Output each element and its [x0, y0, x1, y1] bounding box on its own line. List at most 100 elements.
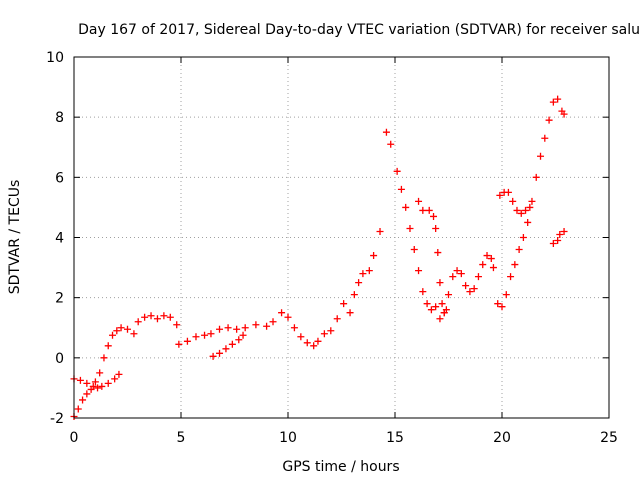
data-point [100, 354, 108, 362]
data-point [216, 325, 224, 333]
data-point [489, 264, 497, 272]
data-point [442, 306, 450, 314]
data-point [76, 376, 84, 384]
data-point [183, 337, 191, 345]
y-tick-label: -2 [50, 411, 64, 427]
data-point [470, 285, 478, 293]
data-point [117, 324, 125, 332]
data-point [241, 324, 249, 332]
data-point [252, 321, 260, 329]
data-point [517, 209, 525, 217]
y-tick-label: 8 [55, 110, 64, 126]
data-point [453, 267, 461, 275]
data-point [425, 206, 433, 214]
data-point [554, 237, 562, 245]
data-point [498, 303, 506, 311]
data-point [511, 261, 519, 269]
data-point [494, 300, 502, 308]
data-point [98, 382, 106, 390]
y-tick-label: 2 [55, 291, 64, 307]
data-point [436, 315, 444, 323]
data-point [130, 330, 138, 338]
data-point [560, 227, 568, 235]
data-series [70, 95, 568, 420]
data-point [387, 140, 395, 148]
data-point [94, 384, 102, 392]
chart-title: Day 167 of 2017, Sidereal Day-to-day VTE… [78, 22, 640, 38]
data-point [537, 152, 545, 160]
data-point [263, 322, 271, 330]
data-point [320, 330, 328, 338]
data-point [466, 288, 474, 296]
data-point [479, 261, 487, 269]
data-point [560, 110, 568, 118]
x-tick-label: 10 [279, 430, 297, 446]
data-point [515, 246, 523, 254]
data-point [554, 95, 562, 103]
data-point [160, 312, 168, 320]
data-point [173, 321, 181, 329]
data-point [522, 206, 530, 214]
data-point [207, 330, 215, 338]
data-point [519, 234, 527, 241]
data-point [434, 249, 442, 257]
data-point [504, 188, 512, 196]
data-point [235, 336, 243, 344]
data-point [370, 252, 378, 260]
data-point [415, 267, 423, 275]
data-point [415, 197, 423, 205]
data-point [233, 325, 241, 333]
data-point [111, 375, 119, 383]
data-point [365, 267, 373, 275]
data-point [141, 313, 149, 321]
data-point [147, 312, 155, 320]
data-point [124, 325, 131, 333]
data-point [556, 230, 564, 238]
data-point [91, 378, 99, 386]
data-point [115, 370, 123, 378]
data-point [549, 98, 557, 106]
data-point [222, 345, 230, 353]
y-tick-label: 10 [46, 50, 64, 66]
data-point [104, 342, 112, 350]
data-point [423, 300, 431, 308]
data-point [83, 390, 91, 398]
data-point [74, 405, 82, 413]
data-point [104, 379, 112, 387]
data-point [224, 324, 232, 332]
data-point [175, 340, 183, 348]
data-point [430, 212, 438, 220]
data-point [483, 252, 491, 260]
data-point [532, 173, 540, 181]
data-point [346, 309, 354, 317]
data-point [239, 331, 247, 339]
data-point [314, 337, 322, 345]
data-point [278, 309, 286, 317]
grid [74, 57, 609, 418]
data-point [438, 300, 446, 308]
data-point [359, 270, 367, 278]
data-point [445, 291, 452, 299]
data-point [402, 203, 410, 211]
data-point [79, 396, 87, 404]
data-point [297, 333, 305, 341]
data-point [509, 197, 517, 205]
x-tick-label: 0 [70, 430, 79, 446]
y-tick-label: 0 [55, 351, 64, 367]
data-point [487, 255, 495, 263]
data-point [545, 116, 553, 124]
data-point [410, 246, 418, 254]
plot-frame [73, 56, 610, 419]
data-point [83, 379, 91, 387]
y-tick-label: 4 [55, 231, 64, 247]
data-point [201, 331, 209, 339]
data-point [406, 224, 414, 232]
data-point [350, 291, 358, 299]
data-point [457, 270, 465, 278]
data-point [269, 318, 277, 326]
data-point [96, 369, 104, 377]
data-point [216, 349, 224, 357]
data-point [419, 206, 427, 214]
data-point [303, 339, 311, 347]
